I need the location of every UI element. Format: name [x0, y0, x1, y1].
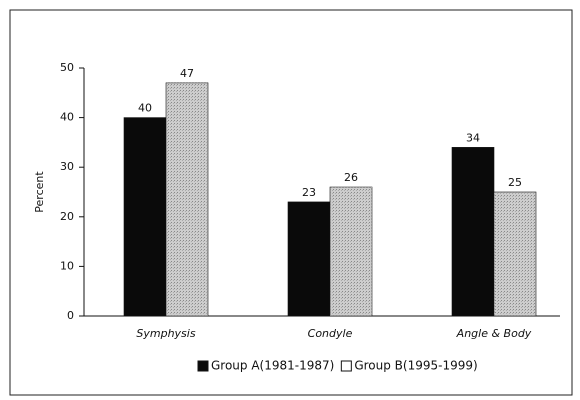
y-tick-label: 0: [67, 309, 74, 322]
y-tick-label: 10: [60, 259, 74, 272]
legend-swatch: [197, 360, 209, 372]
y-tick-label: 40: [60, 111, 74, 124]
x-tick-label: Angle & Body: [456, 327, 532, 340]
y-tick-label: 20: [60, 210, 74, 223]
bar-texture: [330, 187, 372, 316]
bar-texture: [166, 82, 208, 316]
legend-swatch: [340, 360, 352, 372]
data-label: 23: [302, 186, 316, 199]
data-label: 25: [508, 176, 522, 189]
x-tick-label: Condyle: [308, 327, 353, 340]
frame: [9, 9, 573, 396]
bar: [287, 201, 331, 317]
y-axis-label: Percent: [33, 171, 46, 213]
bar: [451, 147, 495, 317]
bar: [123, 117, 167, 317]
data-label: 47: [180, 67, 194, 80]
legend-label: Group A(1981-1987): [211, 359, 334, 373]
x-tick-label: Symphysis: [136, 327, 195, 340]
y-tick-label: 50: [60, 61, 74, 74]
y-tick-label: 30: [60, 160, 74, 173]
data-label: 26: [344, 171, 358, 184]
data-label: 40: [138, 102, 152, 115]
bar-texture: [494, 192, 536, 316]
legend-label: Group B(1995-1999): [354, 359, 477, 373]
data-label: 34: [466, 131, 480, 144]
